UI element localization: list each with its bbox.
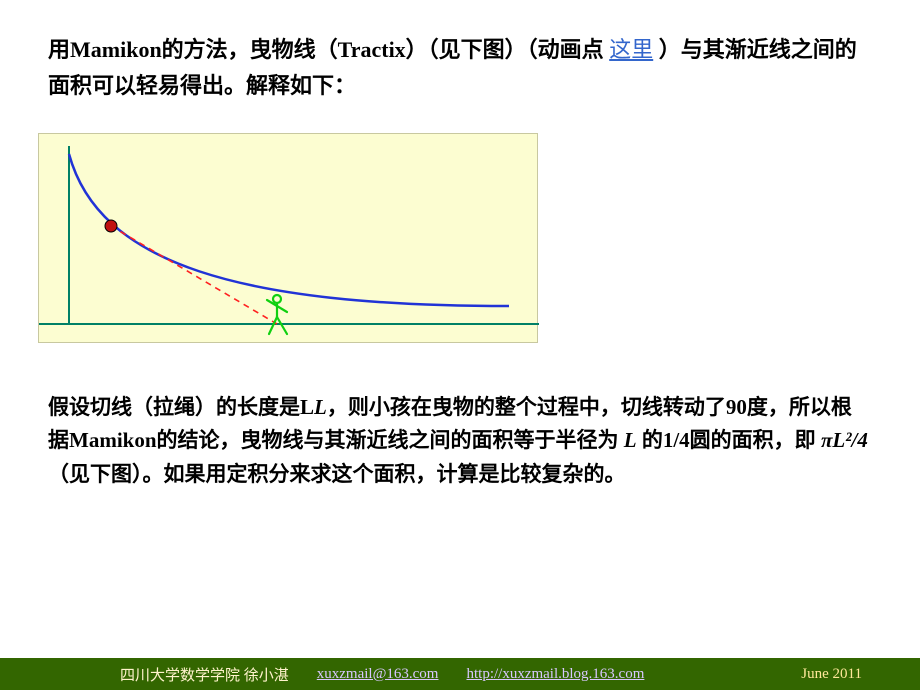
footer-date: June 2011 [801, 666, 862, 683]
intro-pre-link: 用Mamikon的方法，曳物线（Tractix）（见下图）（动画点 [48, 37, 609, 62]
para2-L1: L [314, 395, 327, 419]
para2-t3: 的1/4圆的面积，即 [637, 428, 821, 452]
footer-affiliation: 四川大学数学学院 徐小湛 [120, 664, 289, 685]
curve-point-marker [105, 220, 117, 232]
tractrix-figure [38, 133, 538, 343]
para2-t4: （见下图）。如果用定积分来求这个面积，计算是比较复杂的。 [48, 462, 626, 486]
tractrix-svg [39, 134, 539, 344]
stick-figure-icon [267, 295, 287, 334]
para2-formula: πL²/4 [821, 428, 868, 452]
footer-blog-link[interactable]: http://xuxzmail.blog.163.com [466, 666, 644, 683]
footer-email-link[interactable]: xuxzmail@163.com [317, 666, 439, 683]
para2-L2: L [624, 428, 637, 452]
para2-t1: 假设切线（拉绳）的长度是L [48, 395, 314, 419]
animation-link[interactable]: 这里 [609, 37, 653, 62]
tractrix-curve [69, 154, 509, 306]
explanation-paragraph: 假设切线（拉绳）的长度是LL，则小孩在曳物的整个过程中，切线转动了90度，所以根… [48, 391, 872, 492]
footer-bar: 四川大学数学学院 徐小湛 xuxzmail@163.com http://xux… [0, 658, 920, 690]
intro-paragraph: 用Mamikon的方法，曳物线（Tractix）（见下图）（动画点 这里 ）与其… [48, 32, 872, 105]
